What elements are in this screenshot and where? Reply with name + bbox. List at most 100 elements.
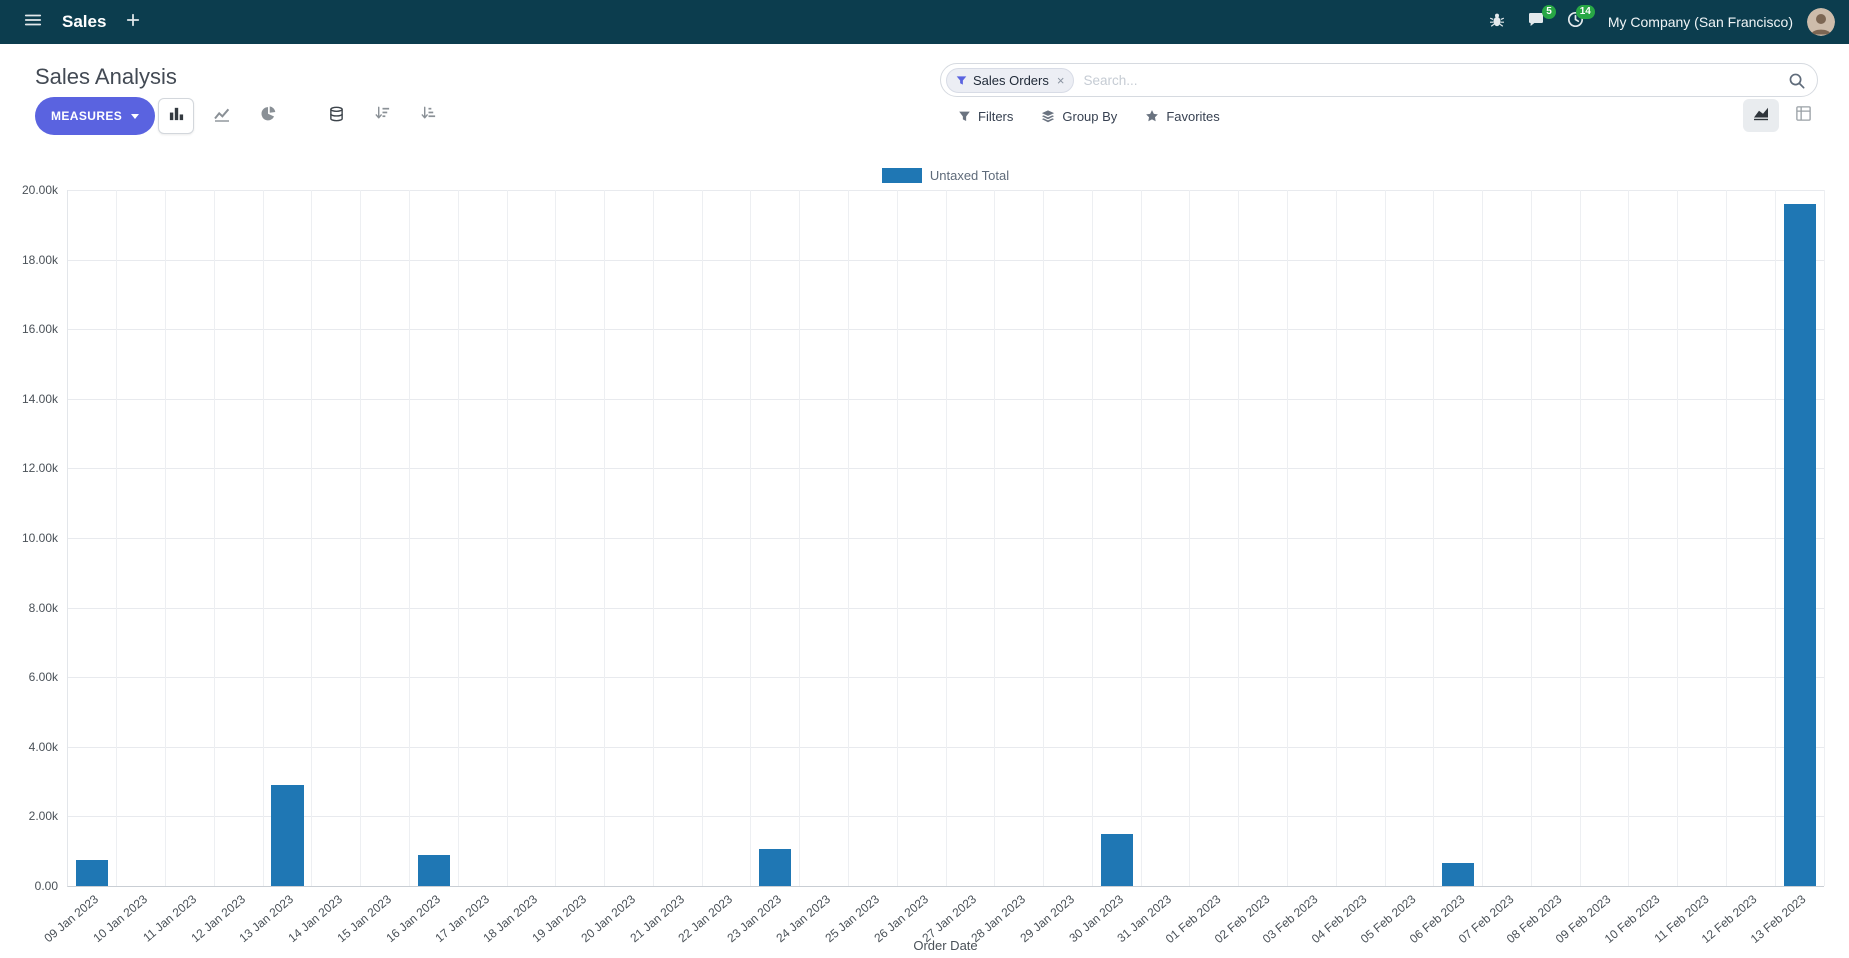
gridline-v — [1091, 190, 1093, 886]
y-tick-label: 0.00 — [34, 879, 58, 893]
bar[interactable] — [1100, 833, 1133, 886]
pie-chart-button[interactable] — [250, 98, 286, 134]
stacked-icon — [329, 106, 344, 127]
y-tick-label: 10.00k — [21, 531, 58, 545]
app-name[interactable]: Sales — [62, 12, 107, 31]
gridline-v — [311, 190, 313, 886]
messages-button[interactable]: 5 — [1517, 0, 1556, 44]
favorites-button[interactable]: Favorites — [1145, 108, 1220, 124]
funnel-icon — [958, 110, 971, 123]
favorites-label: Favorites — [1166, 108, 1220, 124]
gridline-v — [457, 190, 459, 886]
bar[interactable] — [1442, 863, 1475, 886]
y-tick-label: 20.00k — [21, 183, 58, 197]
gridline-v — [1628, 190, 1630, 886]
gridline-v — [1530, 190, 1532, 886]
layers-icon — [1041, 109, 1055, 123]
legend-item[interactable]: Untaxed Total — [67, 168, 1824, 183]
y-tick-label: 2.00k — [28, 809, 58, 824]
gridline-v — [750, 190, 752, 886]
gridline-v — [1677, 190, 1679, 886]
apps-menu-button[interactable] — [14, 0, 52, 44]
sort-ascending-icon — [420, 105, 437, 127]
gridline-v — [116, 190, 118, 886]
bar[interactable] — [417, 854, 450, 886]
bar[interactable] — [759, 849, 792, 886]
hamburger-icon — [24, 11, 42, 34]
legend-swatch — [881, 168, 922, 183]
line-chart-button[interactable] — [204, 98, 240, 134]
bar[interactable] — [1783, 203, 1816, 886]
gridline-v — [1823, 190, 1825, 886]
avatar[interactable] — [1807, 8, 1835, 36]
view-switcher — [1743, 99, 1821, 132]
gridline-v — [994, 190, 996, 886]
gridline-v — [506, 190, 508, 886]
gridline-v — [1238, 190, 1240, 886]
search-box[interactable]: Sales Orders × — [940, 63, 1818, 97]
chart-type-group — [158, 98, 446, 134]
clock-icon — [1567, 11, 1584, 33]
gridline-v — [701, 190, 703, 886]
top-navbar: Sales 5 14 My Company (San Francisco) — [0, 0, 1849, 44]
measures-label: MEASURES — [51, 109, 123, 123]
bug-icon — [1489, 12, 1505, 33]
gridline-v — [652, 190, 654, 886]
page-title: Sales Analysis — [35, 64, 177, 89]
chat-icon — [1527, 11, 1545, 34]
gridline-v — [555, 190, 557, 886]
y-tick-label: 18.00k — [21, 252, 58, 267]
gridline-v — [1774, 190, 1776, 886]
bar-chart-icon — [168, 105, 185, 127]
sort-ascending-button[interactable] — [410, 98, 446, 134]
new-window-button[interactable] — [116, 0, 150, 44]
gridline-v — [896, 190, 898, 886]
measures-button[interactable]: MEASURES — [35, 97, 156, 135]
filters-button[interactable]: Filters — [958, 109, 1013, 124]
line-chart-icon — [213, 105, 231, 128]
gridline-v — [408, 190, 410, 886]
search-icon[interactable] — [1788, 72, 1805, 89]
star-icon — [1145, 109, 1159, 123]
company-switcher[interactable]: My Company (San Francisco) — [1607, 14, 1793, 30]
activities-button[interactable]: 14 — [1557, 0, 1595, 44]
gridline-v — [604, 190, 606, 886]
search-facet[interactable]: Sales Orders × — [946, 67, 1075, 93]
bar[interactable] — [76, 859, 109, 886]
search-input[interactable] — [1083, 72, 1779, 88]
y-tick-label: 6.00k — [28, 670, 58, 685]
gridline-v — [165, 190, 167, 886]
x-axis-title: Order Date — [913, 938, 978, 953]
gridline-v — [1286, 190, 1288, 886]
y-tick-label: 8.00k — [28, 600, 58, 615]
graph-view-button[interactable] — [1743, 99, 1779, 132]
sort-descending-icon — [374, 105, 391, 127]
y-tick-label: 16.00k — [21, 322, 58, 337]
gridline-v — [1384, 190, 1386, 886]
caret-down-icon — [131, 113, 140, 119]
gridline-v — [1482, 190, 1484, 886]
pivot-view-button[interactable] — [1785, 99, 1821, 132]
activities-badge: 14 — [1575, 5, 1595, 19]
legend-label: Untaxed Total — [929, 168, 1010, 183]
gridline-v — [1043, 190, 1045, 886]
bar-chart-button[interactable] — [158, 98, 194, 134]
navbar-right: 5 14 My Company (San Francisco) — [1479, 0, 1835, 44]
sort-descending-button[interactable] — [364, 98, 400, 134]
messages-badge: 5 — [1542, 5, 1556, 19]
gridline-v — [360, 190, 362, 886]
facet-label: Sales Orders — [973, 72, 1049, 88]
group-by-button[interactable]: Group By — [1041, 109, 1117, 124]
pivot-table-icon — [1795, 105, 1812, 127]
bar[interactable] — [271, 785, 304, 886]
plus-icon — [126, 13, 140, 32]
filters-label: Filters — [978, 108, 1014, 124]
gridline-v — [213, 190, 215, 886]
debug-button[interactable] — [1479, 0, 1515, 44]
facet-remove-button[interactable]: × — [1056, 72, 1065, 88]
stacked-toggle-button[interactable] — [318, 98, 354, 134]
filter-facet-icon — [956, 75, 967, 86]
y-tick-label: 12.00k — [21, 461, 58, 476]
gridline-v — [262, 190, 264, 886]
group-by-label: Group By — [1062, 108, 1118, 124]
